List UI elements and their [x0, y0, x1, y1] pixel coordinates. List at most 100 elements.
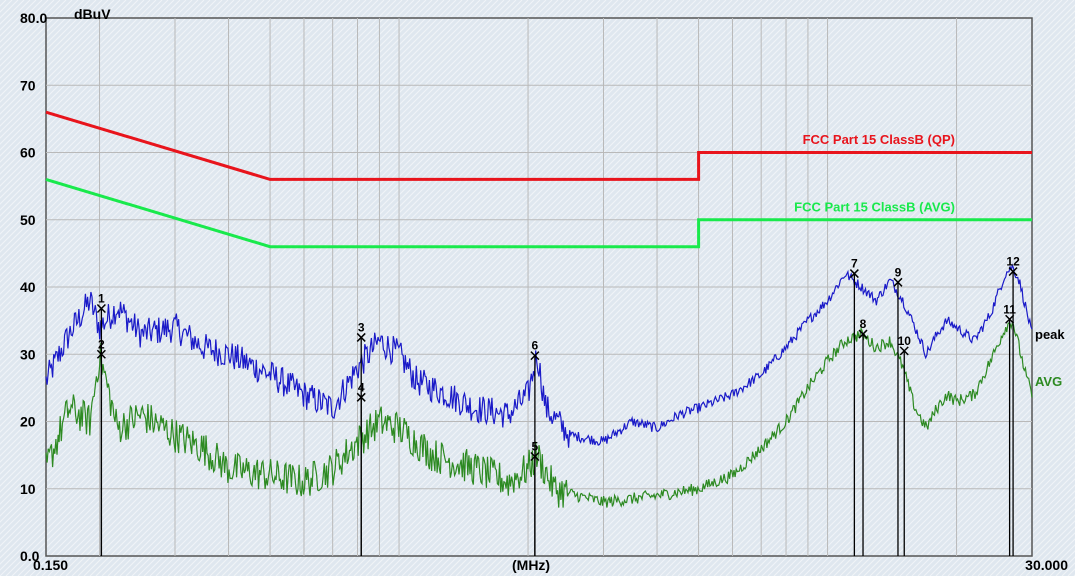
watermark-hatch	[755, 256, 1075, 576]
watermark-hatch	[0, 0, 217, 217]
watermark-hatch	[911, 412, 1075, 576]
watermark-hatch	[509, 10, 1075, 576]
watermark-hatch	[0, 0, 487, 487]
watermark-hatch	[5, 0, 583, 576]
watermark-hatch	[0, 0, 361, 361]
watermark-hatch	[71, 0, 649, 576]
series-lines	[45, 263, 1033, 508]
watermark-hatch	[929, 430, 1075, 576]
watermark-hatch	[149, 0, 727, 576]
watermark-hatch	[785, 286, 1075, 576]
watermark-hatch	[0, 0, 109, 109]
watermark-hatch	[299, 0, 877, 576]
watermark-hatch	[791, 292, 1075, 576]
watermark-hatch	[11, 0, 589, 576]
watermark-hatch	[611, 112, 1075, 576]
watermark-hatch	[815, 316, 1075, 576]
watermark-hatch	[0, 0, 553, 553]
watermark-hatch	[131, 0, 709, 576]
watermark-hatch	[0, 0, 235, 235]
marker-label: 9	[895, 265, 902, 279]
watermark-hatch	[953, 454, 1075, 576]
watermark-hatch	[0, 0, 241, 241]
watermark-hatch	[281, 0, 859, 576]
watermark-hatch	[65, 0, 643, 576]
watermark-hatch	[0, 0, 457, 457]
watermark-hatch	[959, 460, 1075, 576]
watermark-hatch	[0, 0, 355, 355]
marker-label: 12	[1006, 255, 1020, 269]
watermark-hatch	[527, 28, 1075, 576]
y-tick-label: 40	[20, 279, 36, 295]
watermark-hatch	[0, 0, 463, 463]
watermark-hatch	[515, 16, 1075, 576]
watermark-hatch	[83, 0, 661, 576]
watermark-hatch	[269, 0, 847, 576]
watermark-hatch	[0, 0, 247, 247]
watermark-hatch	[875, 376, 1075, 576]
watermark-hatch	[179, 0, 757, 576]
marker-label: 3	[358, 320, 365, 334]
marker-label: 10	[898, 334, 912, 348]
watermark-hatch	[761, 262, 1075, 576]
watermark-hatch	[0, 0, 139, 139]
watermark-hatch	[0, 0, 325, 325]
watermark-hatch	[779, 280, 1075, 576]
watermark-hatch	[0, 0, 571, 571]
watermark-hatch	[905, 406, 1075, 576]
watermark-hatch	[167, 0, 745, 576]
watermark-hatch	[359, 0, 937, 576]
watermark-hatch	[0, 0, 421, 421]
watermark-hatch	[0, 0, 127, 127]
watermark-hatch	[647, 148, 1075, 576]
y-tick-labels: 0.0 10 20 30 40 50 60 70 80.0	[20, 10, 47, 564]
watermark-hatch	[0, 0, 301, 301]
watermark-hatch	[479, 0, 1057, 576]
watermark-hatch	[0, 0, 577, 576]
watermark-hatch	[965, 466, 1075, 576]
watermark-hatch	[0, 0, 523, 523]
watermark-hatch	[803, 304, 1075, 576]
watermark-hatch	[737, 238, 1075, 576]
watermark-hatch	[0, 0, 343, 343]
watermark-hatch	[485, 0, 1063, 576]
watermark-hatch	[95, 0, 673, 576]
watermark-hatch	[473, 0, 1051, 576]
watermark-hatch	[0, 0, 535, 535]
watermark-hatch	[491, 0, 1069, 576]
watermark-hatch	[89, 0, 667, 576]
watermark-hatch	[0, 0, 385, 385]
watermark-hatch	[329, 0, 907, 576]
marker-cross	[1008, 267, 1018, 277]
limit-label-avg: FCC Part 15 ClassB (AVG)	[794, 199, 955, 214]
watermark-hatch	[185, 0, 763, 576]
watermark-hatch	[155, 0, 733, 576]
watermark-hatch	[0, 0, 229, 229]
watermark-hatch	[977, 478, 1075, 576]
watermark-hatch	[425, 0, 1003, 576]
marker-cross	[893, 277, 903, 287]
watermark-hatch	[767, 268, 1075, 576]
watermark-hatch	[587, 88, 1075, 576]
watermark-hatch	[893, 394, 1075, 576]
watermark-hatch	[59, 0, 637, 576]
watermark-hatch	[113, 0, 691, 576]
watermark-hatch	[0, 0, 253, 253]
watermark-hatch	[257, 0, 835, 576]
watermark-hatch	[41, 0, 619, 576]
watermark-hatch	[845, 346, 1075, 576]
watermark-hatch	[899, 400, 1075, 576]
watermark-hatch	[0, 0, 175, 175]
marker-cross	[96, 303, 106, 314]
watermark-hatch	[599, 100, 1075, 576]
watermark-hatch	[707, 208, 1075, 576]
watermark-hatch	[0, 0, 277, 277]
watermark-hatch	[0, 0, 499, 499]
watermark-hatch	[197, 0, 775, 576]
watermark-hatch	[0, 0, 481, 481]
watermark-hatch	[437, 0, 1015, 576]
watermark-hatch	[0, 0, 133, 133]
watermark-hatch	[0, 0, 151, 151]
watermark-hatch	[0, 0, 181, 181]
watermark-hatch	[773, 274, 1075, 576]
